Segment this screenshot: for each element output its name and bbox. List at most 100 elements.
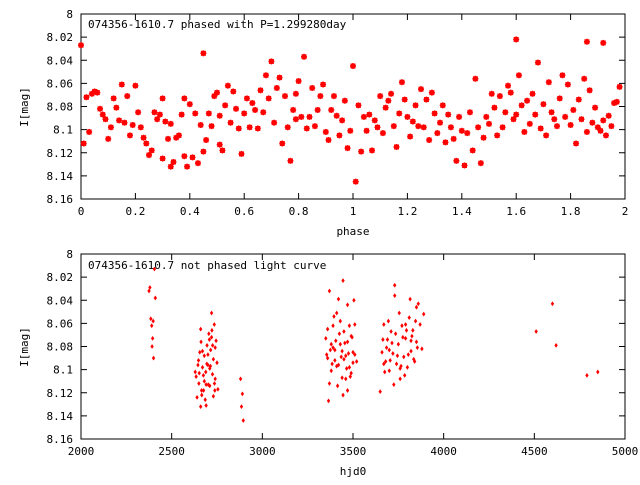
data-point	[434, 130, 441, 137]
data-point	[150, 344, 154, 349]
data-point	[325, 352, 329, 357]
data-point	[350, 334, 354, 340]
data-point	[393, 143, 400, 150]
data-point	[199, 339, 203, 345]
data-point	[404, 113, 411, 120]
data-point	[238, 150, 245, 157]
data-point	[249, 100, 256, 107]
data-point	[423, 96, 430, 103]
data-point	[197, 381, 201, 386]
data-point	[170, 159, 177, 165]
data-point	[324, 336, 328, 341]
data-point	[592, 104, 599, 111]
data-point	[279, 140, 286, 147]
data-point	[360, 113, 367, 120]
data-point	[342, 356, 346, 362]
data-point	[181, 95, 188, 102]
data-point	[382, 361, 386, 367]
data-point	[602, 132, 609, 139]
data-point	[235, 125, 242, 132]
data-point	[205, 361, 209, 367]
data-point	[401, 96, 408, 103]
data-point	[488, 90, 495, 97]
data-point	[513, 36, 520, 43]
data-point	[202, 378, 206, 384]
y-axis-label: I[mag]	[18, 87, 31, 127]
data-point	[616, 83, 623, 90]
data-point	[573, 140, 580, 147]
data-point	[445, 111, 452, 118]
x-tick-label: 2500	[158, 445, 185, 458]
data-point	[213, 376, 217, 382]
data-point	[418, 322, 422, 327]
chart-title: 074356-1610.7 phased with P=1.299280day	[88, 18, 347, 31]
data-point	[292, 116, 299, 123]
data-point	[207, 337, 212, 342]
data-point	[298, 113, 305, 120]
data-point	[387, 368, 391, 374]
data-point	[331, 323, 335, 329]
data-point	[105, 135, 112, 142]
data-point	[341, 392, 345, 398]
data-point	[342, 329, 346, 334]
data-point	[202, 353, 206, 359]
data-point	[600, 39, 607, 46]
data-point	[198, 349, 202, 355]
data-point	[353, 352, 357, 357]
data-point	[330, 361, 334, 367]
data-point	[208, 363, 213, 369]
data-point	[532, 111, 539, 118]
y-tick-label: 8.02	[47, 271, 74, 284]
data-point	[344, 145, 351, 152]
data-point	[564, 81, 571, 88]
data-point	[197, 122, 204, 128]
data-point	[201, 373, 206, 378]
data-point	[154, 116, 161, 123]
data-point	[292, 90, 299, 97]
data-point	[239, 404, 244, 410]
data-point	[403, 336, 408, 341]
data-point	[211, 93, 218, 100]
x-ticks: 0 0.2 0.4 0.6 0.8 1 1.2 1.4 1.6 1.8 2	[78, 14, 628, 218]
data-point	[556, 95, 563, 102]
data-point	[156, 111, 163, 118]
data-point	[151, 355, 156, 361]
data-point	[206, 382, 210, 388]
data-point	[200, 50, 207, 57]
data-point	[461, 162, 468, 169]
data-point	[377, 93, 384, 100]
data-point	[534, 329, 538, 334]
data-point	[351, 360, 355, 366]
data-point	[301, 53, 308, 60]
data-point	[83, 94, 90, 101]
data-point	[200, 348, 205, 354]
data-point	[385, 337, 390, 342]
data-point	[391, 351, 395, 356]
data-point	[412, 102, 419, 109]
x-tick-label: 0	[78, 205, 85, 218]
data-point	[388, 357, 392, 363]
data-point	[336, 296, 341, 302]
data-point	[335, 310, 339, 316]
data-point	[212, 322, 216, 327]
x-tick-label: 4500	[521, 445, 548, 458]
data-point	[395, 353, 400, 359]
data-point	[422, 311, 426, 317]
data-point	[407, 133, 414, 140]
data-point	[110, 95, 117, 102]
data-point	[265, 95, 272, 102]
data-point	[257, 87, 264, 94]
data-point	[175, 132, 182, 139]
data-point	[392, 382, 396, 388]
data-point	[337, 331, 342, 337]
data-point	[152, 266, 157, 272]
data-point	[526, 120, 533, 127]
data-point	[215, 360, 219, 366]
data-point	[344, 366, 349, 371]
data-point	[224, 82, 231, 89]
data-point	[340, 375, 344, 381]
data-point	[306, 113, 313, 120]
data-point	[385, 97, 392, 104]
data-point	[515, 72, 522, 79]
y-tick-label: 8.1	[53, 364, 73, 377]
